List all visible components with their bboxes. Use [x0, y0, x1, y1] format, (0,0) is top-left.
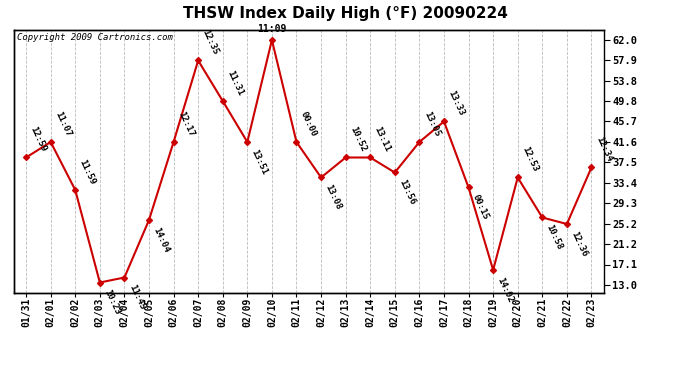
- Text: THSW Index Daily High (°F) 20090224: THSW Index Daily High (°F) 20090224: [183, 6, 507, 21]
- Text: 14:04: 14:04: [152, 226, 171, 254]
- Text: 10:52: 10:52: [348, 125, 368, 153]
- Text: 11:07: 11:07: [53, 110, 72, 138]
- Text: 13:11: 13:11: [373, 125, 392, 153]
- Text: 12:34: 12:34: [594, 135, 613, 164]
- Text: 11:09: 11:09: [257, 24, 286, 34]
- Text: 12:35: 12:35: [201, 28, 220, 57]
- Text: 13:05: 13:05: [422, 110, 442, 138]
- Text: 11:45: 11:45: [127, 284, 146, 312]
- Text: 12:53: 12:53: [520, 146, 540, 174]
- Text: 12:59: 12:59: [28, 125, 48, 153]
- Text: 12:17: 12:17: [176, 110, 195, 138]
- Text: 13:56: 13:56: [397, 178, 417, 207]
- Text: 00:15: 00:15: [471, 194, 491, 222]
- Text: 00:00: 00:00: [299, 110, 319, 138]
- Text: 11:31: 11:31: [225, 69, 245, 97]
- Text: 11:59: 11:59: [78, 158, 97, 186]
- Text: 13:33: 13:33: [446, 89, 466, 117]
- Text: 14:02: 14:02: [495, 276, 515, 304]
- Text: 12:36: 12:36: [569, 230, 589, 258]
- Text: 13:51: 13:51: [250, 148, 269, 176]
- Text: 10:23: 10:23: [102, 288, 122, 316]
- Text: 10:58: 10:58: [545, 224, 564, 252]
- Text: 13:08: 13:08: [324, 183, 343, 211]
- Text: Copyright 2009 Cartronics.com: Copyright 2009 Cartronics.com: [17, 33, 172, 42]
